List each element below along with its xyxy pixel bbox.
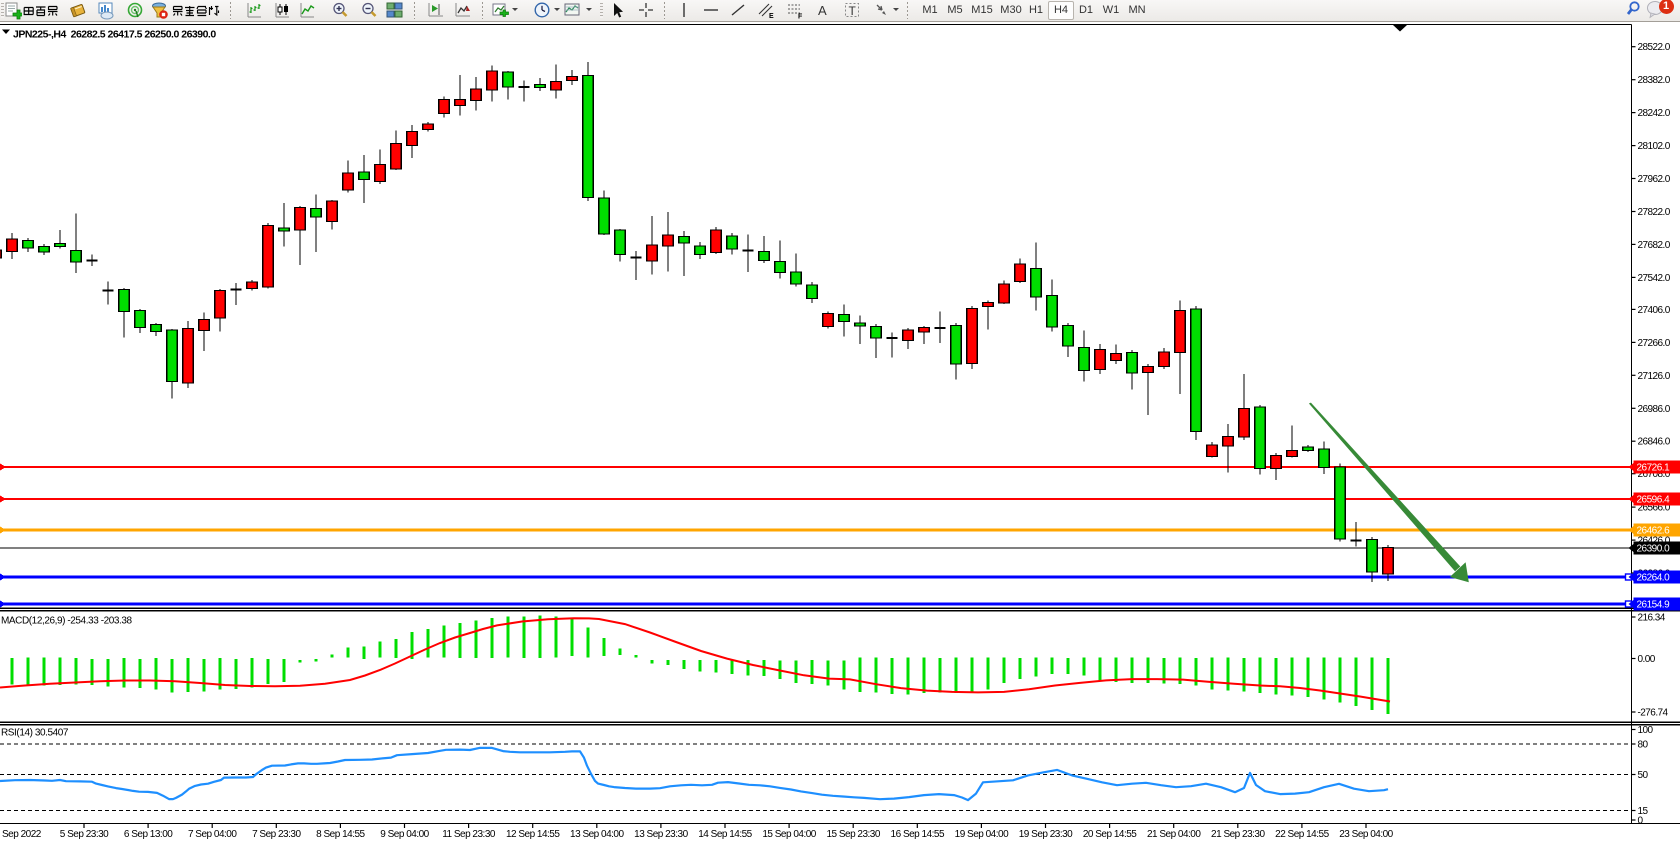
svg-text:100: 100 (1638, 725, 1654, 736)
svg-text:12 Sep 14:55: 12 Sep 14:55 (506, 829, 560, 840)
svg-text:26462.6: 26462.6 (1637, 526, 1671, 537)
svg-text:7 Sep 04:00: 7 Sep 04:00 (188, 829, 237, 840)
svg-text:27962.0: 27962.0 (1638, 174, 1671, 185)
svg-text:T: T (849, 4, 857, 18)
svg-text:27266.0: 27266.0 (1638, 338, 1671, 349)
svg-text:26426.0: 26426.0 (1638, 536, 1671, 547)
svg-text:14 Sep 14:55: 14 Sep 14:55 (698, 829, 752, 840)
svg-text:26390.0: 26390.0 (1637, 544, 1671, 555)
svg-text:A: A (818, 3, 827, 18)
svg-text:15 Sep 23:30: 15 Sep 23:30 (826, 829, 880, 840)
svg-text:80: 80 (1638, 740, 1649, 751)
svg-text:26154.9: 26154.9 (1637, 600, 1671, 611)
svg-text:27126.0: 27126.0 (1638, 371, 1671, 382)
svg-text:27542.0: 27542.0 (1638, 273, 1671, 284)
svg-text:9 Sep 04:00: 9 Sep 04:00 (380, 829, 429, 840)
svg-text:RSI(14) 30.5407: RSI(14) 30.5407 (1, 728, 69, 739)
svg-text:16 Sep 14:55: 16 Sep 14:55 (891, 829, 945, 840)
svg-text:28522.0: 28522.0 (1638, 42, 1671, 53)
svg-text:22 Sep 14:55: 22 Sep 14:55 (1275, 829, 1329, 840)
svg-text:21 Sep 23:30: 21 Sep 23:30 (1211, 829, 1265, 840)
svg-text:19 Sep 23:30: 19 Sep 23:30 (1019, 829, 1073, 840)
svg-text:26986.0: 26986.0 (1638, 404, 1671, 415)
svg-text:11 Sep 23:30: 11 Sep 23:30 (442, 829, 496, 840)
svg-text:-276.74: -276.74 (1638, 708, 1669, 719)
svg-text:0.00: 0.00 (1638, 654, 1656, 665)
svg-text:19 Sep 04:00: 19 Sep 04:00 (955, 829, 1009, 840)
svg-text:15: 15 (1638, 806, 1649, 817)
svg-text:13 Sep 23:30: 13 Sep 23:30 (634, 829, 688, 840)
svg-text:28102.0: 28102.0 (1638, 141, 1671, 152)
svg-text:MACD(12,26,9) -254.33 -203.38: MACD(12,26,9) -254.33 -203.38 (1, 616, 133, 627)
svg-text:F: F (798, 14, 803, 21)
svg-text:28382.0: 28382.0 (1638, 75, 1671, 86)
svg-text:28242.0: 28242.0 (1638, 108, 1671, 119)
svg-text:20 Sep 14:55: 20 Sep 14:55 (1083, 829, 1137, 840)
svg-text:50: 50 (1638, 770, 1649, 781)
svg-text:26708.0: 26708.0 (1638, 469, 1671, 480)
svg-text:216.34: 216.34 (1638, 613, 1666, 624)
svg-text:6 Sep 13:00: 6 Sep 13:00 (124, 829, 173, 840)
svg-text:27822.0: 27822.0 (1638, 207, 1671, 218)
svg-text:26726.1: 26726.1 (1637, 463, 1671, 474)
svg-text:7 Sep 23:30: 7 Sep 23:30 (252, 829, 301, 840)
svg-text:JPN225-,H4 26282.5 26417.5 26: JPN225-,H4 26282.5 26417.5 26250.0 26390… (13, 29, 216, 41)
svg-text:Sep 2022: Sep 2022 (2, 829, 42, 840)
svg-text:13 Sep 04:00: 13 Sep 04:00 (570, 829, 624, 840)
svg-text:15 Sep 04:00: 15 Sep 04:00 (762, 829, 816, 840)
svg-text:26596.4: 26596.4 (1637, 495, 1671, 506)
svg-text:23 Sep 04:00: 23 Sep 04:00 (1339, 829, 1393, 840)
svg-text:26846.0: 26846.0 (1638, 437, 1671, 448)
svg-text:27682.0: 27682.0 (1638, 240, 1671, 251)
svg-text:27406.0: 27406.0 (1638, 305, 1671, 316)
svg-text:26566.0: 26566.0 (1638, 503, 1671, 514)
svg-text:21 Sep 04:00: 21 Sep 04:00 (1147, 829, 1201, 840)
svg-text:0: 0 (1638, 816, 1644, 827)
svg-text:26264.0: 26264.0 (1637, 573, 1671, 584)
svg-text:E: E (769, 13, 774, 20)
svg-text:5 Sep 23:30: 5 Sep 23:30 (60, 829, 109, 840)
svg-text:8 Sep 14:55: 8 Sep 14:55 (316, 829, 365, 840)
